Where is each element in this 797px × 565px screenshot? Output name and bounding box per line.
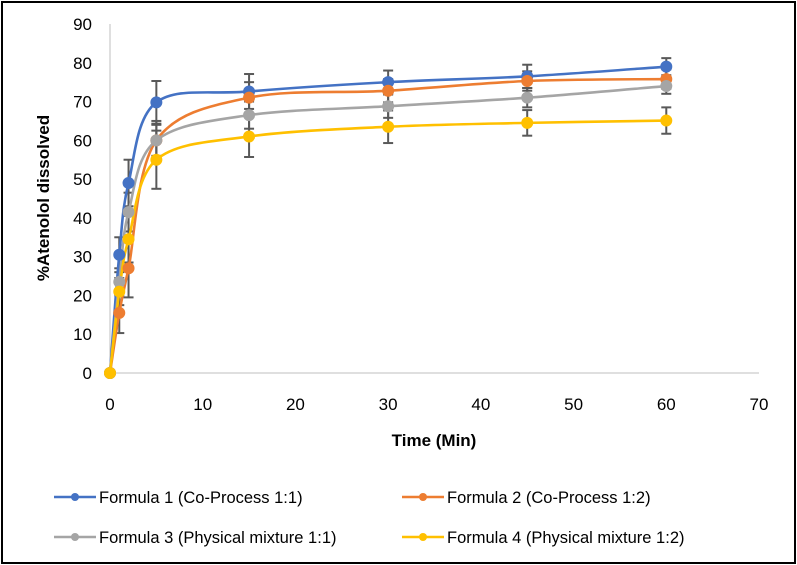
legend-marker-swatch [419, 493, 427, 501]
data-point-series-3 [660, 80, 673, 93]
data-point-series-2 [382, 84, 395, 97]
data-point-series-4 [122, 233, 135, 246]
y-tick-label: 50 [73, 170, 92, 189]
y-tick-label: 90 [73, 15, 92, 34]
data-point-series-3 [521, 91, 534, 104]
y-axis-ticks: 0 10 20 30 40 50 60 70 80 90 [73, 15, 92, 383]
legend[interactable]: Formula 1 (Co-Process 1:1) Formula 2 (Co-… [54, 489, 685, 547]
data-point-series-4 [382, 120, 395, 133]
legend-label: Formula 3 (Physical mixture 1:1) [99, 529, 337, 547]
plot-area [104, 57, 673, 379]
data-point-series-4 [521, 116, 534, 129]
legend-item-1[interactable]: Formula 1 (Co-Process 1:1) [54, 489, 303, 507]
legend-marker-swatch [71, 493, 79, 501]
data-point-series-1 [660, 60, 673, 73]
y-tick-label: 0 [83, 364, 92, 383]
data-point-series-4 [104, 367, 116, 379]
x-tick-label: 10 [193, 395, 212, 414]
y-tick-label: 10 [73, 325, 92, 344]
data-point-series-4 [150, 153, 163, 166]
y-tick-label: 70 [73, 93, 92, 112]
y-tick-label: 60 [73, 131, 92, 150]
data-point-series-3 [243, 109, 256, 122]
data-point-series-2 [521, 75, 534, 88]
data-point-series-3 [122, 206, 135, 219]
y-tick-label: 80 [73, 54, 92, 73]
legend-item-4[interactable]: Formula 4 (Physical mixture 1:2) [402, 529, 685, 547]
y-tick-label: 40 [73, 209, 92, 228]
data-point-series-4 [113, 285, 126, 298]
error-bars [114, 57, 672, 335]
data-point-series-4 [243, 130, 256, 143]
data-point-series-2 [243, 91, 256, 104]
x-axis-ticks: 0 10 20 30 40 50 60 70 [105, 395, 768, 414]
legend-item-3[interactable]: Formula 3 (Physical mixture 1:1) [54, 529, 337, 547]
x-tick-label: 20 [286, 395, 305, 414]
data-point-series-4 [660, 114, 673, 127]
legend-marker-swatch [71, 533, 79, 541]
data-point-series-2 [122, 262, 135, 275]
legend-item-2[interactable]: Formula 2 (Co-Process 1:2) [402, 489, 651, 507]
x-tick-label: 0 [105, 395, 114, 414]
legend-marker-swatch [419, 533, 427, 541]
y-tick-label: 20 [73, 286, 92, 305]
x-tick-label: 70 [750, 395, 769, 414]
y-axis-title: %Atenolol dissolved [34, 115, 53, 281]
x-tick-label: 30 [379, 395, 398, 414]
legend-label: Formula 2 (Co-Process 1:2) [447, 489, 651, 507]
data-point-series-1 [150, 96, 163, 109]
x-tick-label: 60 [657, 395, 676, 414]
y-tick-label: 30 [73, 248, 92, 267]
data-point-series-3 [382, 100, 395, 113]
x-tick-label: 40 [471, 395, 490, 414]
data-point-series-1 [113, 248, 126, 261]
data-point-series-2 [113, 306, 126, 319]
x-axis-title: Time (Min) [392, 431, 477, 450]
legend-label: Formula 1 (Co-Process 1:1) [99, 489, 303, 507]
series-markers [104, 60, 673, 379]
data-point-series-1 [122, 176, 135, 189]
legend-label: Formula 4 (Physical mixture 1:2) [447, 529, 685, 547]
series-line-4 [108, 119, 667, 374]
x-tick-label: 50 [564, 395, 583, 414]
data-point-series-3 [150, 134, 163, 147]
